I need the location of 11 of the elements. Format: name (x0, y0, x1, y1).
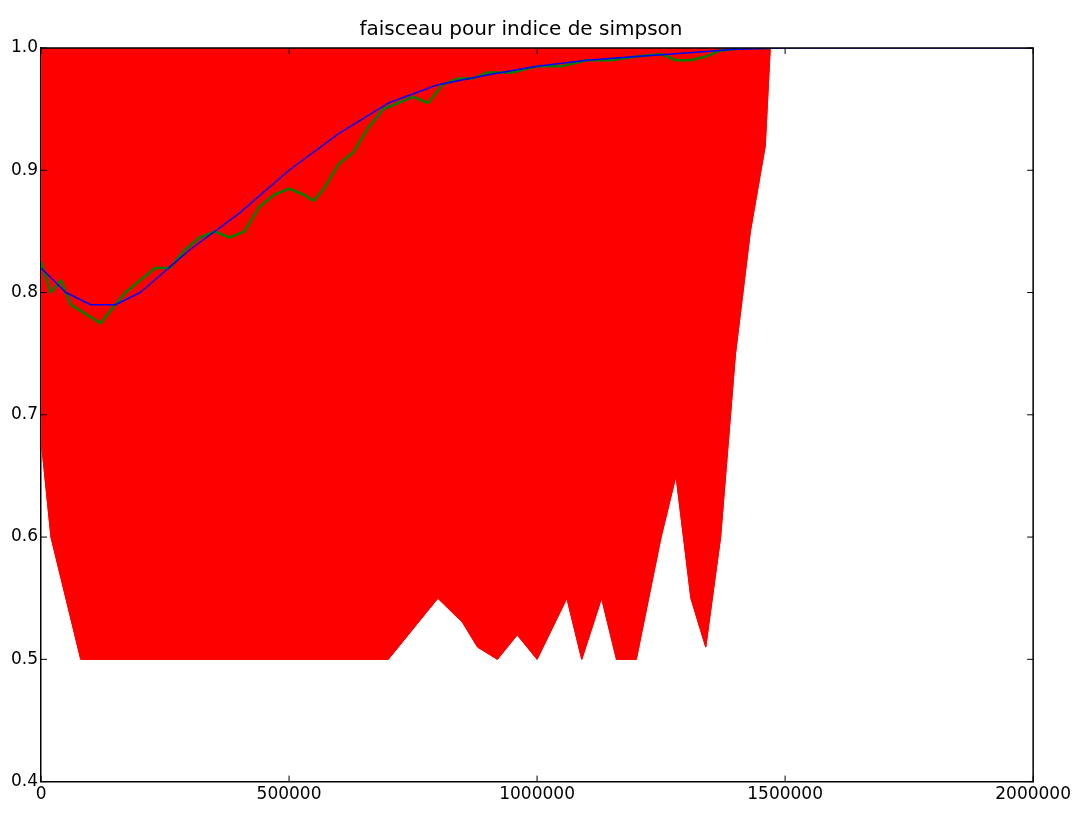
x-tick-label: 1500000 (747, 783, 823, 804)
y-tick-label: 0.9 (10, 158, 39, 179)
y-tick-label: 0.7 (10, 403, 39, 424)
y-tick-label: 0.5 (10, 647, 39, 668)
y-tick-label: 0.8 (10, 280, 39, 301)
y-tick-label: 0.6 (10, 525, 39, 546)
x-tick-label: 500000 (256, 783, 322, 804)
y-tick-label: 1.0 (10, 36, 39, 57)
x-tick-label: 2000000 (995, 783, 1071, 804)
x-tick-label: 1000000 (499, 783, 575, 804)
chart-title: faisceau pour indice de simpson (359, 16, 683, 41)
